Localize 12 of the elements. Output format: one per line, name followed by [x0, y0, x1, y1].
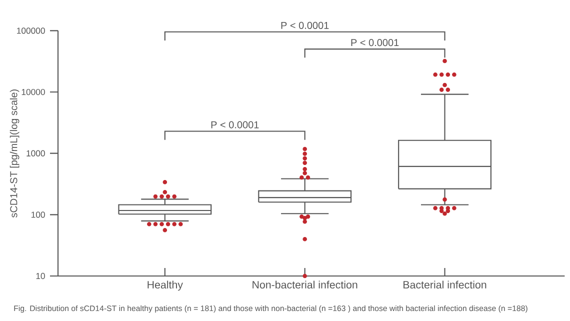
- x-tick-label: Bacterial infection: [404, 280, 486, 289]
- y-tick-label: 1000: [26, 150, 45, 156]
- y-tick-label: 10000: [22, 88, 45, 96]
- x-tick-label: Healthy: [148, 280, 183, 291]
- y-axis-title: sCD14-ST [pg/mL](log scale): [10, 90, 20, 218]
- annotation: P < 0.0001: [211, 121, 259, 128]
- y-tick-label: 100: [32, 212, 45, 218]
- x-tick-label: Non-bacterial infection: [252, 280, 358, 289]
- y-tick-label: 100000: [17, 28, 45, 34]
- annotation: P < 0.0001: [351, 39, 399, 46]
- text: P < 0.0001: [281, 22, 329, 29]
- y-tick-label: 10: [36, 272, 45, 280]
